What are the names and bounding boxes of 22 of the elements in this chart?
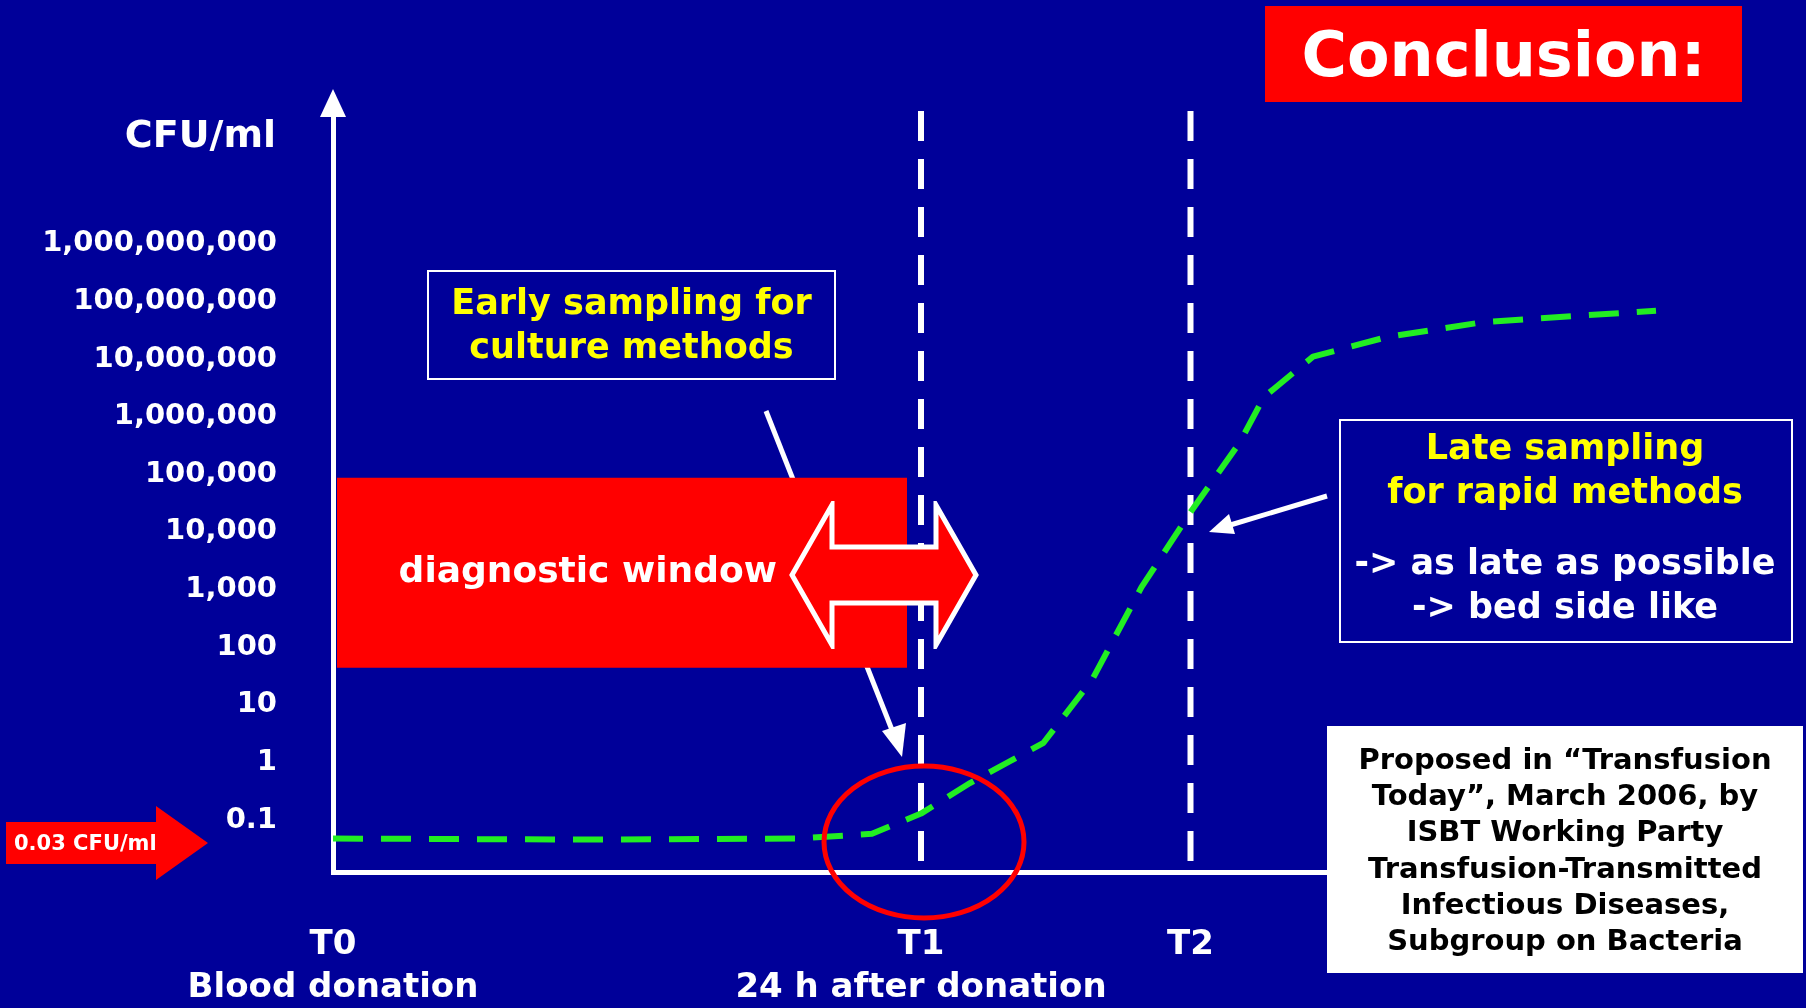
band-label: diagnostic window	[398, 549, 777, 591]
annotation: Proposed in “Transfusion Today”, March 2006, by ISBT Working Party Transfusion-Transmitted Infectious Diseases, Subgroup on Bacteria	[1327, 726, 1803, 973]
y-tick-label: 100,000,000	[73, 281, 277, 316]
y-tick-label: 1,000	[185, 570, 277, 605]
chart-title: Conclusion:	[1265, 6, 1742, 102]
annotation: -> as late as possible -> bed side like	[1353, 541, 1777, 628]
y-tick-label: 100,000	[144, 454, 277, 489]
y-tick-label: 100	[216, 627, 277, 662]
y-tick-label: 1,000,000,000	[42, 224, 277, 259]
annotation: Late sampling for rapid methods	[1386, 426, 1744, 513]
x-tick-label: T0 Blood donation	[187, 922, 479, 1005]
x-tick-label: T1 24 h after donation	[735, 922, 1107, 1005]
annotation: Early sampling for culture methods	[427, 270, 836, 380]
y-tick-label: 1,000,000	[113, 397, 277, 432]
y-tick-label: 10	[236, 685, 277, 720]
y-tick-label: 0.1	[225, 800, 277, 835]
y-axis-title: CFU/ml	[124, 112, 276, 156]
text: 0.03 CFU/ml	[14, 830, 158, 857]
x-tick-label: T2	[1167, 922, 1214, 963]
y-tick-label: 1	[256, 743, 277, 778]
y-tick-label: 10,000,000	[93, 339, 277, 374]
y-tick-label: 10,000	[165, 512, 277, 547]
